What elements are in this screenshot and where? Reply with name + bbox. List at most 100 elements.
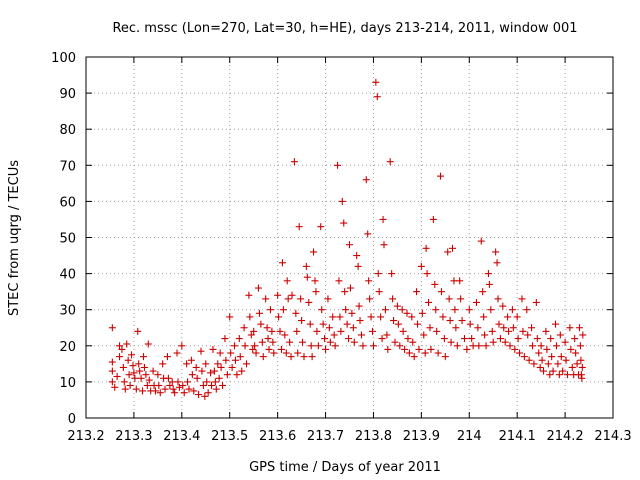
data-point xyxy=(529,342,537,350)
data-point xyxy=(354,262,362,270)
data-point xyxy=(282,349,290,357)
data-point xyxy=(437,172,445,180)
data-point xyxy=(235,335,243,343)
data-point xyxy=(487,306,495,314)
data-point xyxy=(568,363,576,371)
data-point xyxy=(537,342,545,350)
data-point xyxy=(336,313,344,321)
data-point xyxy=(266,306,274,314)
grid-lines xyxy=(86,57,613,418)
data-point xyxy=(310,248,318,256)
data-point xyxy=(364,230,372,238)
data-point xyxy=(326,338,334,346)
data-point xyxy=(228,363,236,371)
data-point xyxy=(366,295,374,303)
y-tick-label: 70 xyxy=(59,159,76,174)
data-point xyxy=(555,371,563,379)
data-point xyxy=(556,331,564,339)
data-point xyxy=(274,291,282,299)
data-point xyxy=(145,376,153,384)
data-point xyxy=(381,306,389,314)
data-point xyxy=(283,277,291,285)
data-point xyxy=(500,324,508,332)
data-point xyxy=(192,363,200,371)
data-point xyxy=(468,335,476,343)
data-point xyxy=(439,313,447,321)
data-point xyxy=(403,309,411,317)
data-point xyxy=(211,378,219,386)
data-point xyxy=(226,313,234,321)
data-point xyxy=(292,309,300,317)
data-point xyxy=(125,371,133,379)
data-point xyxy=(246,313,254,321)
data-point xyxy=(423,270,431,278)
data-point xyxy=(134,327,142,335)
data-point xyxy=(544,360,552,368)
data-point xyxy=(331,342,339,350)
data-point xyxy=(538,356,546,364)
data-point xyxy=(528,324,536,332)
data-point xyxy=(154,371,162,379)
data-point xyxy=(128,351,136,359)
data-point xyxy=(321,335,329,343)
data-point xyxy=(349,324,357,332)
data-point xyxy=(375,288,383,296)
data-point xyxy=(286,338,294,346)
data-point xyxy=(378,335,386,343)
data-point xyxy=(269,338,277,346)
data-point xyxy=(542,327,550,335)
data-point xyxy=(201,392,209,400)
data-point xyxy=(314,342,322,350)
y-tick-label: 10 xyxy=(59,376,76,391)
data-point xyxy=(324,295,332,303)
data-point xyxy=(279,306,287,314)
data-point xyxy=(193,374,201,382)
data-point xyxy=(499,302,507,310)
data-point xyxy=(530,360,538,368)
data-point xyxy=(330,331,338,339)
data-point xyxy=(348,309,356,317)
data-point xyxy=(137,374,145,382)
data-point xyxy=(250,327,258,335)
data-point xyxy=(447,338,455,346)
data-point xyxy=(303,273,311,281)
data-point xyxy=(270,349,278,357)
data-point xyxy=(203,378,211,386)
x-axis-label: GPS time / Days of year 2011 xyxy=(249,460,441,475)
data-point xyxy=(171,389,179,397)
y-axis-label: STEC from uqrg / TECUs xyxy=(7,160,22,316)
data-point xyxy=(119,363,127,371)
data-point xyxy=(337,327,345,335)
data-point xyxy=(571,335,579,343)
data-point xyxy=(183,360,191,368)
data-point xyxy=(350,338,358,346)
data-point xyxy=(440,335,448,343)
data-point xyxy=(319,320,327,328)
data-point xyxy=(546,371,554,379)
data-point xyxy=(501,338,509,346)
data-point xyxy=(520,353,528,361)
data-point xyxy=(451,306,459,314)
data-point xyxy=(164,374,172,382)
data-point xyxy=(247,331,255,339)
data-point xyxy=(341,288,349,296)
data-point xyxy=(485,280,493,288)
data-point xyxy=(139,387,147,395)
data-point xyxy=(306,320,314,328)
data-point xyxy=(506,342,514,350)
data-point xyxy=(458,317,466,325)
x-tick-label: 213.4 xyxy=(163,429,200,444)
data-point xyxy=(441,353,449,361)
data-point xyxy=(404,335,412,343)
data-point xyxy=(533,335,541,343)
y-tick-label: 100 xyxy=(51,51,76,66)
data-point xyxy=(126,382,134,390)
data-point xyxy=(241,342,249,350)
data-point xyxy=(343,320,351,328)
data-points xyxy=(108,78,587,400)
data-point xyxy=(108,378,116,386)
data-point xyxy=(294,349,302,357)
data-point xyxy=(135,360,143,368)
data-point xyxy=(484,270,492,278)
